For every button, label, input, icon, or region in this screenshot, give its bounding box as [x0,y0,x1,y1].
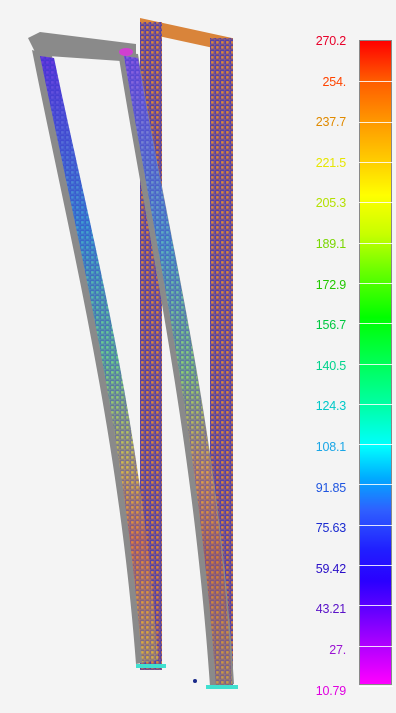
color-bar-tick [359,81,393,82]
color-bar-tick [359,484,393,485]
legend-label: 43.21 [316,602,346,616]
support-left [136,664,166,668]
color-bar-tick [359,243,393,244]
legend-label: 172.9 [316,278,346,292]
color-bar-tick [359,202,393,203]
color-bar-tick [359,404,393,405]
color-bar-tick [359,364,393,365]
legend-labels: 270.2 254. 237.7 221.5 205.3 189.1 172.9 156.7 1… [290,32,360,697]
color-bar-tick [359,646,393,647]
legend-label: 221.5 [316,156,346,170]
legend-label: 59.42 [316,562,346,576]
deformed-frame [28,32,234,686]
legend-label: 189.1 [316,237,346,251]
legend-label: 27. [329,643,346,657]
legend-label: 75.63 [316,521,346,535]
color-bar-tick [359,525,393,526]
node-marker [119,48,133,56]
legend-label: 237.7 [316,115,346,129]
color-bar-tick [359,565,393,566]
legend-label: 156.7 [316,318,346,332]
legend-label: 91.85 [316,481,346,495]
legend-label: 254. [322,75,346,89]
color-bar-tick [359,162,393,163]
color-scale-bar [359,40,392,685]
legend-label: 108.1 [316,440,346,454]
origin-marker [193,679,197,683]
color-bar-tick [359,686,393,687]
legend-label: 270.2 [316,34,346,48]
legend-label: 140.5 [316,359,346,373]
color-bar-tick [359,323,393,324]
legend-label: 124.3 [316,399,346,413]
color-bar-tick [359,444,393,445]
legend-label: 10.79 [316,684,346,698]
legend-label: 205.3 [316,196,346,210]
support-right [206,685,238,689]
color-bar-tick [359,283,393,284]
color-bar-tick [359,605,393,606]
color-bar-tick [359,122,393,123]
